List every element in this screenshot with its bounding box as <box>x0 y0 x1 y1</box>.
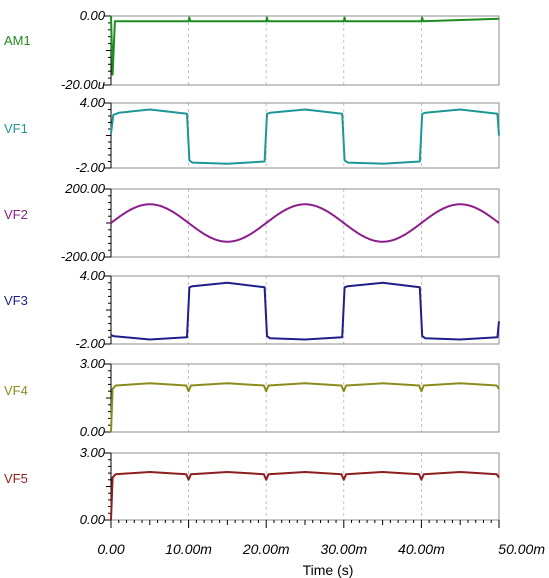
y-tick-label-bottom: -20.00u <box>61 77 105 92</box>
panel-frame <box>110 102 500 169</box>
series-label-vf1: VF1 <box>4 121 28 136</box>
series-label-am1: AM1 <box>4 33 31 48</box>
series-line-vf4 <box>110 382 500 433</box>
y-tick-label-bottom: 0.00 <box>80 424 106 439</box>
series-label-vf3: VF3 <box>4 293 28 308</box>
x-tick-label: 0.00 <box>97 541 124 557</box>
panel-frame <box>110 363 500 433</box>
series-line-vf5 <box>110 471 500 521</box>
y-tick-label-bottom: -200.00 <box>61 249 106 264</box>
series-label-vf2: VF2 <box>4 207 28 222</box>
series-label-vf4: VF4 <box>4 383 28 398</box>
panel-frame <box>110 452 500 521</box>
panel-frame <box>110 15 500 86</box>
y-tick-label-top: 4.00 <box>80 268 106 283</box>
x-axis-title: Time (s) <box>303 562 354 578</box>
y-tick-label-top: 0.00 <box>80 8 106 23</box>
x-tick-label: 40.00m <box>398 541 445 557</box>
y-tick-label-top: 3.00 <box>80 445 106 460</box>
panel-frame <box>110 188 500 258</box>
y-tick-label-top: 3.00 <box>80 356 106 371</box>
series-line-vf3 <box>110 281 500 341</box>
y-tick-label-bottom: -2.00 <box>75 336 105 351</box>
x-tick-label: 30.00m <box>320 541 367 557</box>
x-tick-label: 20.00m <box>242 541 290 557</box>
y-tick-label-top: 4.00 <box>80 95 106 110</box>
series-line-vf2 <box>110 203 500 243</box>
x-tick-label: 50.00m <box>498 541 545 557</box>
series-line-vf1 <box>110 108 500 165</box>
y-tick-label-top: 200.00 <box>64 181 106 196</box>
x-tick-label: 10.00m <box>165 541 212 557</box>
y-tick-label-bottom: -2.00 <box>75 160 105 175</box>
y-tick-label-bottom: 0.00 <box>80 512 106 527</box>
series-line-am1 <box>110 15 500 76</box>
series-label-vf5: VF5 <box>4 471 28 486</box>
panel-frame <box>110 275 500 345</box>
